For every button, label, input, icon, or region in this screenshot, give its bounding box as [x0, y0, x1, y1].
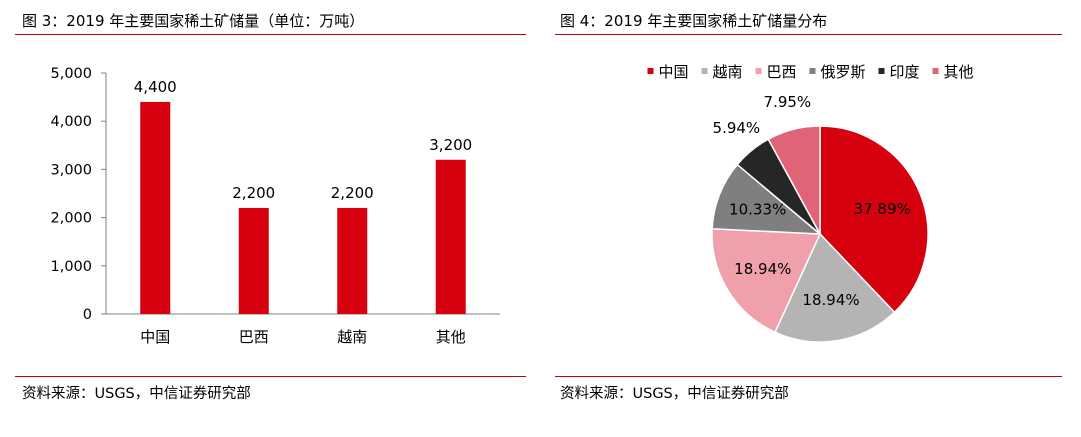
pie-slice-label: 5.94%	[713, 119, 761, 137]
title-divider	[555, 34, 1062, 35]
legend-swatch	[755, 68, 762, 74]
legend-swatch	[809, 68, 816, 74]
pie-slice	[774, 232, 896, 343]
bar-value-label: 3,200	[429, 136, 472, 154]
y-tick-label: 5,000	[50, 66, 92, 82]
x-tick-label: 中国	[140, 328, 170, 346]
pie-chart: 中国 越南 巴西 俄罗斯 印度 其他 37.89% 18.94% 18.94% 10.33% 5.9…	[647, 63, 974, 343]
bar-chart: 0 1,000 2,000 3,000 4,000 5,000 4,400 中国 2,200 巴西…	[50, 66, 500, 346]
y-tick-label: 4,000	[50, 114, 92, 130]
figure-4-title: 图 4：2019 年主要国家稀土矿储量分布	[560, 12, 828, 30]
legend-label: 中国	[659, 63, 689, 81]
legend-swatch	[878, 68, 885, 74]
source-note: 资料来源：USGS，中信证券研究部	[22, 386, 251, 402]
bar	[435, 159, 466, 314]
pie-slice	[819, 125, 929, 314]
legend-swatch	[647, 68, 654, 74]
bar	[238, 207, 269, 314]
bar	[337, 207, 368, 314]
source-divider	[555, 376, 1062, 377]
figure-3-panel: 图 3：2019 年主要国家稀土矿储量（单位：万吨） 0 1,000 2,000 3,…	[0, 0, 540, 437]
x-tick-label: 其他	[436, 328, 466, 346]
pie-slice-label: 10.33%	[729, 201, 786, 219]
pie-slice	[767, 125, 821, 235]
pie-slice	[711, 227, 822, 334]
pie-slice-label: 18.94%	[734, 260, 791, 278]
bar-value-label: 2,200	[331, 184, 374, 202]
legend-label: 印度	[890, 63, 920, 81]
pie-slice	[711, 163, 823, 235]
legend-label: 巴西	[767, 63, 797, 81]
x-tick-label: 巴西	[239, 328, 269, 346]
figure-3-title: 图 3：2019 年主要国家稀土矿储量（单位：万吨）	[22, 12, 365, 30]
legend-swatch	[932, 68, 939, 74]
title-divider	[15, 34, 526, 35]
figure-4-panel: 图 4：2019 年主要国家稀土矿储量分布 中国 越南 巴西 俄罗斯 印度 其他 37.89…	[555, 0, 1081, 437]
y-tick-label: 0	[83, 307, 92, 323]
x-tick-label: 越南	[337, 328, 367, 346]
bar	[140, 101, 171, 314]
legend-label: 俄罗斯	[821, 63, 866, 81]
y-tick-label: 1,000	[50, 259, 92, 275]
y-tick-label: 3,000	[50, 162, 92, 178]
legend-label: 越南	[713, 63, 743, 81]
bar-value-label: 2,200	[232, 184, 275, 202]
legend-label: 其他	[944, 63, 974, 81]
y-tick-label: 2,000	[50, 211, 92, 227]
source-note: 资料来源：USGS，中信证券研究部	[560, 386, 789, 402]
source-divider	[15, 376, 526, 377]
pie-slice-label: 18.94%	[802, 291, 859, 309]
pie-slice-label: 37.89%	[854, 200, 911, 218]
legend-swatch	[701, 68, 708, 74]
bar-value-label: 4,400	[134, 78, 177, 96]
pie-slice-label: 7.95%	[764, 93, 812, 111]
